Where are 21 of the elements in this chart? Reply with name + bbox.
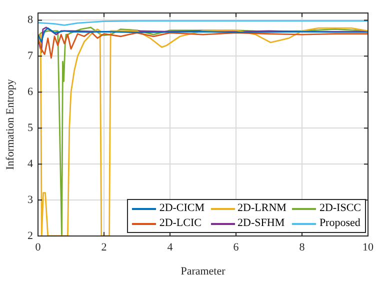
x-tick-label: 10: [362, 241, 374, 254]
legend-label: 2D-CICM: [159, 201, 205, 216]
y-tick-label: 3: [28, 194, 34, 206]
y-tick-label: 5: [28, 122, 34, 134]
y-tick-label: 8: [28, 14, 34, 26]
y-axis-title: Information Entropy: [4, 78, 16, 170]
y-tick-label: 6: [28, 86, 34, 98]
y-tick-label: 7: [28, 50, 34, 62]
legend-label: 2D-LCIC: [159, 216, 202, 231]
legend-label: Proposed: [319, 216, 360, 231]
x-tick-label: 8: [299, 241, 306, 254]
x-tick-label: 0: [35, 241, 42, 254]
y-tick-label: 2: [28, 230, 33, 242]
y-tick-label: 4: [28, 158, 34, 170]
legend-label: 2D-LRNM: [238, 201, 286, 216]
x-axis-title: Parameter: [180, 265, 226, 278]
legend-label: 2D-ISCC: [319, 201, 361, 216]
legend-label: 2D-SFHM: [238, 216, 285, 231]
x-tick-label: 2: [101, 241, 107, 254]
x-tick-label: 4: [167, 241, 174, 254]
x-tick-label: 6: [233, 241, 240, 254]
